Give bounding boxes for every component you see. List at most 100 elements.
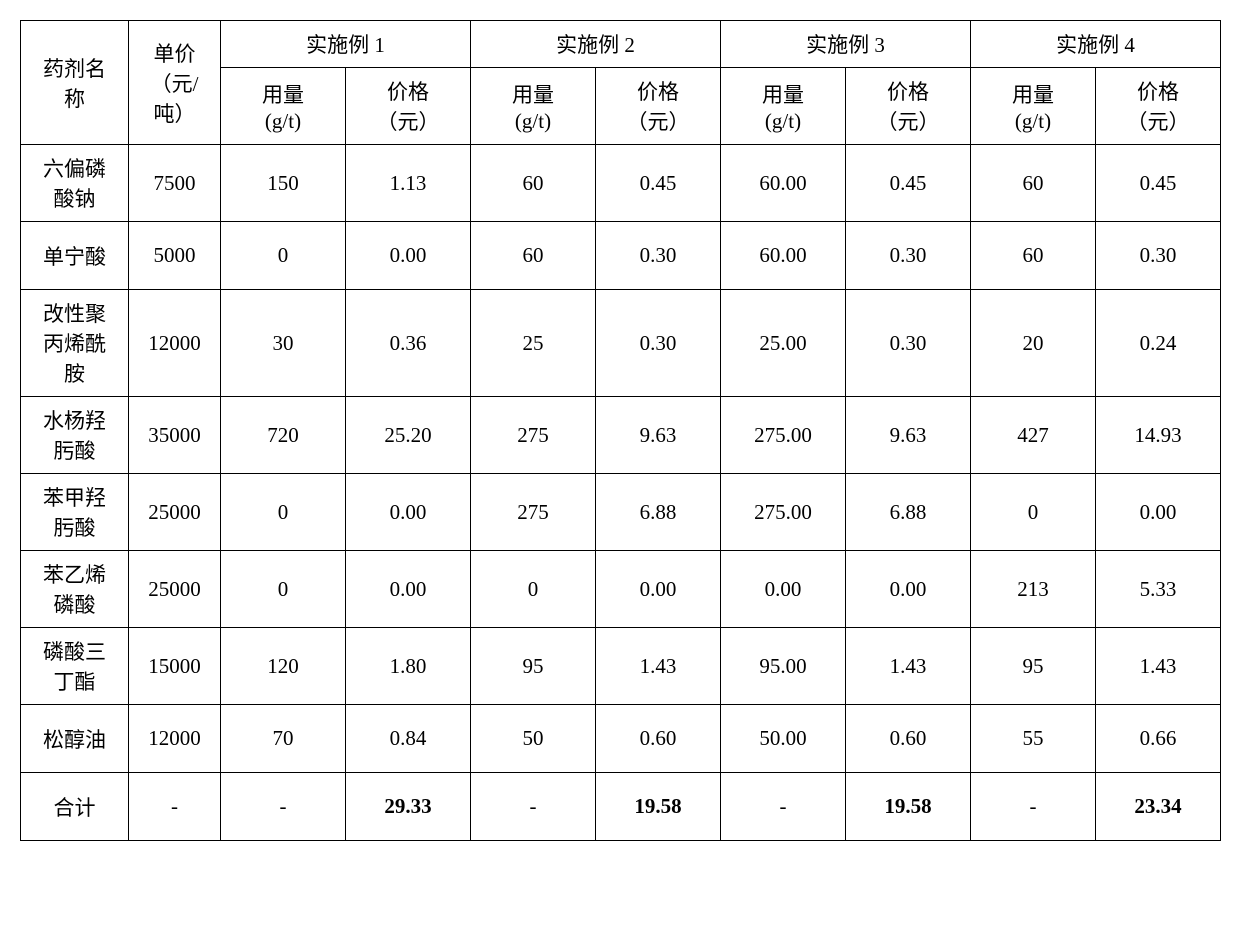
cell-name: 苯乙烯磷酸 [21,551,129,628]
total-cell: 19.58 [596,773,721,841]
cell-e4p: 0.66 [1096,705,1221,773]
cell-e2d: 275 [471,474,596,551]
cell-name: 松醇油 [21,705,129,773]
cell-e3p: 0.30 [846,222,971,290]
cell-name: 改性聚丙烯酰胺 [21,290,129,397]
cell-e1d: 120 [221,628,346,705]
cell-e2d: 60 [471,145,596,222]
total-row: 合计--29.33-19.58-19.58-23.34 [21,773,1221,841]
table-row: 苯乙烯磷酸2500000.0000.000.000.002135.33 [21,551,1221,628]
cell-e1d: 720 [221,397,346,474]
total-cell: - [971,773,1096,841]
table-row: 水杨羟肟酸3500072025.202759.63275.009.6342714… [21,397,1221,474]
sub-dosage-1: 用量(g/t) [221,68,346,145]
total-cell: 合计 [21,773,129,841]
cell-e3d: 60.00 [721,222,846,290]
cell-e4d: 60 [971,145,1096,222]
cell-e3p: 0.45 [846,145,971,222]
cell-e1p: 0.00 [346,474,471,551]
cell-e2p: 0.60 [596,705,721,773]
cell-e3p: 1.43 [846,628,971,705]
cell-e2d: 50 [471,705,596,773]
cell-e2p: 9.63 [596,397,721,474]
col-group-4: 实施例 4 [971,21,1221,68]
cell-e3d: 50.00 [721,705,846,773]
cell-name: 单宁酸 [21,222,129,290]
cell-e1p: 1.80 [346,628,471,705]
cell-e3d: 60.00 [721,145,846,222]
col-header-unitprice: 单价（元/吨） [129,21,221,145]
cell-name: 磷酸三丁酯 [21,628,129,705]
sub-dosage-2: 用量(g/t) [471,68,596,145]
sub-price-1: 价格（元） [346,68,471,145]
sub-dosage-3: 用量(g/t) [721,68,846,145]
cell-name: 苯甲羟肟酸 [21,474,129,551]
cell-e1p: 0.36 [346,290,471,397]
cell-e4d: 60 [971,222,1096,290]
cell-e1d: 0 [221,222,346,290]
cell-name: 水杨羟肟酸 [21,397,129,474]
cell-e4p: 0.30 [1096,222,1221,290]
cell-unit: 5000 [129,222,221,290]
cell-e3d: 275.00 [721,397,846,474]
total-cell: 19.58 [846,773,971,841]
table-row: 单宁酸500000.00600.3060.000.30600.30 [21,222,1221,290]
col-group-2: 实施例 2 [471,21,721,68]
col-header-name: 药剂名称 [21,21,129,145]
cell-e4p: 0.45 [1096,145,1221,222]
cell-unit: 7500 [129,145,221,222]
sub-price-3: 价格（元） [846,68,971,145]
cell-e4d: 427 [971,397,1096,474]
cell-e2d: 95 [471,628,596,705]
sub-price-4: 价格（元） [1096,68,1221,145]
cell-unit: 25000 [129,551,221,628]
cell-unit: 12000 [129,705,221,773]
cell-e1d: 30 [221,290,346,397]
cell-e4d: 55 [971,705,1096,773]
col-group-3: 实施例 3 [721,21,971,68]
cell-name: 六偏磷酸钠 [21,145,129,222]
cell-unit: 35000 [129,397,221,474]
cell-e1d: 0 [221,551,346,628]
cell-e4d: 20 [971,290,1096,397]
reagent-cost-table: 药剂名称 单价（元/吨） 实施例 1 实施例 2 实施例 3 实施例 4 用量(… [20,20,1221,841]
total-cell: - [221,773,346,841]
cell-e3p: 6.88 [846,474,971,551]
cell-e3d: 25.00 [721,290,846,397]
cell-e3p: 0.30 [846,290,971,397]
header-row-1: 药剂名称 单价（元/吨） 实施例 1 实施例 2 实施例 3 实施例 4 [21,21,1221,68]
col-group-1: 实施例 1 [221,21,471,68]
cell-e1p: 1.13 [346,145,471,222]
cell-e1p: 0.84 [346,705,471,773]
cell-e3p: 0.60 [846,705,971,773]
cell-e1p: 25.20 [346,397,471,474]
table-row: 磷酸三丁酯150001201.80951.4395.001.43951.43 [21,628,1221,705]
cell-e3p: 9.63 [846,397,971,474]
cell-e3d: 95.00 [721,628,846,705]
cell-e4p: 5.33 [1096,551,1221,628]
sub-dosage-4: 用量(g/t) [971,68,1096,145]
cell-e2d: 60 [471,222,596,290]
cell-e2p: 0.45 [596,145,721,222]
cell-unit: 12000 [129,290,221,397]
total-cell: - [129,773,221,841]
cell-e4p: 0.24 [1096,290,1221,397]
cell-e3d: 275.00 [721,474,846,551]
cell-e2p: 0.30 [596,222,721,290]
cell-e4d: 95 [971,628,1096,705]
cell-e1d: 70 [221,705,346,773]
cell-e2d: 25 [471,290,596,397]
total-cell: - [721,773,846,841]
cell-e3p: 0.00 [846,551,971,628]
cell-e2p: 6.88 [596,474,721,551]
cell-e4d: 0 [971,474,1096,551]
cell-e2p: 0.30 [596,290,721,397]
total-cell: - [471,773,596,841]
total-cell: 23.34 [1096,773,1221,841]
cell-e2p: 0.00 [596,551,721,628]
table-row: 改性聚丙烯酰胺12000300.36250.3025.000.30200.24 [21,290,1221,397]
cell-e2p: 1.43 [596,628,721,705]
table-row: 松醇油12000700.84500.6050.000.60550.66 [21,705,1221,773]
cell-e4p: 1.43 [1096,628,1221,705]
cell-e1d: 0 [221,474,346,551]
